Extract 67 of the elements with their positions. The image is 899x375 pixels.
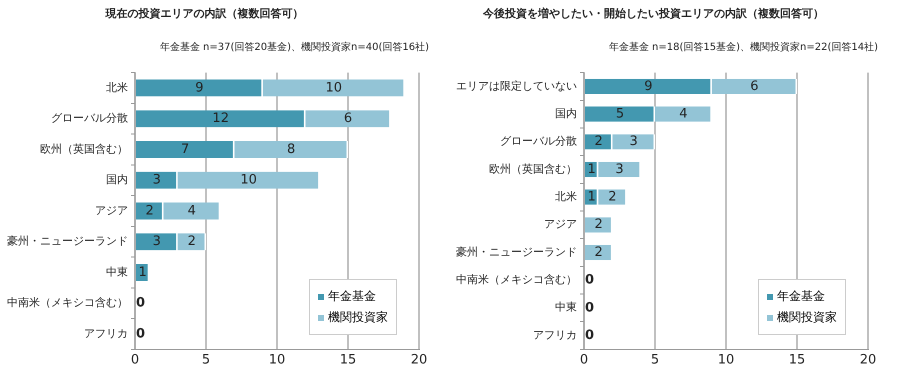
data-label: 4 (679, 106, 688, 122)
data-label: 2 (188, 234, 196, 250)
y-tick-label: 北米 (106, 80, 128, 94)
y-tick-label: グローバル分散 (500, 134, 577, 148)
x-tick-label: 20 (860, 352, 876, 368)
data-label: 0 (585, 300, 594, 316)
x-tick-label: 15 (788, 352, 806, 368)
y-tick-label: 欧州（英国含む） (489, 162, 577, 176)
data-label: 9 (195, 80, 204, 96)
x-tick-label: 10 (718, 352, 734, 368)
legend-label: 年金基金 (328, 288, 376, 306)
data-label: 6 (750, 78, 759, 94)
y-tick-label: アフリカ (533, 328, 577, 342)
data-label: 3 (630, 134, 638, 150)
data-label: 0 (136, 296, 146, 311)
data-label: 8 (287, 142, 296, 157)
data-label: 2 (594, 244, 603, 260)
data-label: 2 (608, 190, 617, 205)
x-tick-label: 0 (580, 352, 588, 368)
y-tick-label: 北米 (555, 190, 577, 204)
chart-subtitle: 年金基金 n=18(回答15基金)、機関投資家n=22(回答14社) (608, 40, 878, 54)
y-tick-label: アジア (544, 218, 577, 231)
legend-label: 機関投資家 (328, 309, 388, 326)
y-tick-label: グローバル分散 (51, 112, 128, 125)
data-label: 0 (136, 326, 146, 342)
x-tick-label: 10 (268, 352, 286, 368)
data-label: 2 (594, 217, 603, 232)
legend-label: 年金基金 (777, 288, 825, 306)
data-label: 7 (181, 142, 190, 157)
y-tick-label: 中南米（メキシコ含む） (456, 273, 577, 286)
data-label: 1 (587, 162, 596, 177)
y-tick-label: 豪州・ニュージーランド (7, 234, 128, 248)
y-tick-label: 中東 (555, 300, 577, 314)
x-tick-label: 20 (410, 352, 428, 368)
x-tick-label: 15 (340, 352, 356, 368)
chart-title: 今後投資を増やしたい・開始したい投資エリアの内訳（複数回答可） (482, 6, 825, 21)
data-label: 2 (594, 134, 603, 150)
data-label: 2 (146, 203, 154, 218)
y-tick-label: 中東 (106, 265, 128, 278)
x-tick-label: 5 (650, 352, 660, 368)
data-label: 0 (585, 328, 594, 343)
y-tick-label: エリアは限定していない (456, 79, 577, 92)
data-label: 4 (188, 203, 196, 218)
y-tick-label: 中南米（メキシコ含む） (7, 296, 128, 310)
data-label: 3 (615, 162, 624, 177)
data-label: 3 (152, 234, 161, 250)
y-tick-label: 国内 (555, 106, 577, 120)
data-label: 10 (326, 80, 342, 96)
data-label: 3 (152, 172, 161, 188)
data-label: 0 (585, 272, 594, 288)
y-tick-label: アフリカ (84, 326, 128, 340)
data-label: 10 (240, 172, 257, 188)
y-tick-label: 国内 (106, 173, 128, 186)
chart-subtitle: 年金基金 n=37(回答20基金)、機関投資家n=40(回答16社) (160, 40, 429, 54)
x-tick-label: 5 (202, 352, 210, 368)
x-tick-label: 0 (130, 352, 140, 368)
data-label: 5 (616, 106, 624, 122)
y-tick-label: アジア (95, 204, 128, 217)
legend-label: 機関投資家 (777, 309, 837, 326)
data-label: 9 (644, 78, 653, 94)
y-tick-label: 豪州・ニュージーランド (456, 245, 577, 258)
chart-title: 現在の投資エリアの内訳（複数回答可） (104, 6, 304, 21)
data-label: 1 (587, 190, 596, 205)
data-label: 6 (344, 111, 352, 126)
data-label: 1 (138, 264, 147, 280)
data-label: 12 (212, 111, 229, 126)
y-tick-label: 欧州（英国含む） (40, 142, 128, 156)
